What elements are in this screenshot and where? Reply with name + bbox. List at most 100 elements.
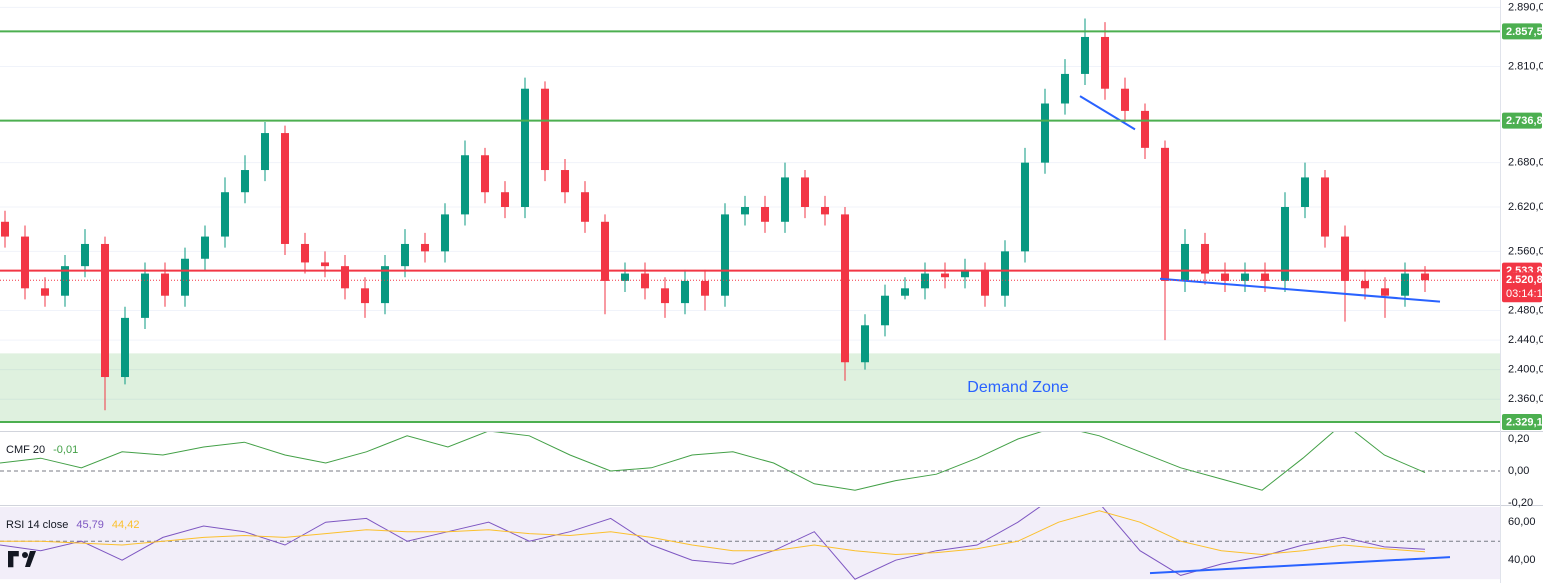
candle-body xyxy=(1341,236,1349,281)
candle-body xyxy=(1061,73,1069,104)
candle-body xyxy=(81,243,89,267)
demand-zone xyxy=(0,353,1500,423)
pane xyxy=(0,507,1500,580)
candle-body xyxy=(861,325,869,363)
candle-body xyxy=(321,262,329,267)
candle-body xyxy=(1221,273,1229,281)
candle-body xyxy=(1301,177,1309,207)
y-tick-label: 60,00 xyxy=(1508,516,1536,528)
candle-body xyxy=(621,273,629,281)
candle-body xyxy=(521,88,529,207)
indicator-title: RSI 14 close xyxy=(6,519,68,531)
candle-body xyxy=(1001,251,1009,296)
candle-body xyxy=(681,280,689,304)
pane: Demand Zone xyxy=(0,6,1500,423)
countdown-label: 03:14:10 xyxy=(1506,288,1543,300)
y-tick-label: 2.680,00 xyxy=(1508,157,1543,169)
indicator-line xyxy=(0,432,1426,491)
candle-body xyxy=(441,214,449,252)
candle-body xyxy=(121,317,129,378)
candle-body xyxy=(1201,243,1209,274)
candle-body xyxy=(1,221,9,237)
candle-body xyxy=(821,206,829,215)
candle-body xyxy=(741,206,749,215)
candle-body xyxy=(101,243,109,378)
y-tick-label: 2.440,00 xyxy=(1508,334,1543,346)
candle-body xyxy=(61,266,69,296)
level-tag-label: 2.736,80 xyxy=(1506,115,1543,127)
candle-body xyxy=(361,288,369,304)
candle-body xyxy=(601,221,609,281)
candle-body xyxy=(241,170,249,193)
candle-body xyxy=(421,243,429,252)
candle-body xyxy=(721,214,729,296)
candle-body xyxy=(381,266,389,304)
y-tick-label: 2.810,00 xyxy=(1508,60,1543,72)
candle-body xyxy=(1081,36,1089,74)
candle-body xyxy=(1101,36,1109,89)
level-tag xyxy=(1502,23,1542,40)
indicator-line xyxy=(0,510,1426,556)
candle-body xyxy=(261,133,269,171)
candle-body xyxy=(181,258,189,296)
candle-body xyxy=(1021,162,1029,252)
indicator-value: 44,42 xyxy=(112,519,140,531)
last-price-label: 2.520,87 xyxy=(1506,274,1543,286)
level-tag xyxy=(1502,414,1542,431)
trendline xyxy=(1079,95,1136,131)
y-tick-label: 2.890,00 xyxy=(1508,1,1543,13)
candle-body xyxy=(161,273,169,296)
candle-body xyxy=(541,88,549,171)
candle-body xyxy=(781,177,789,222)
y-tick-label: 2.560,00 xyxy=(1508,245,1543,257)
y-tick-label: 2.620,00 xyxy=(1508,201,1543,213)
candle-body xyxy=(301,243,309,263)
trendline xyxy=(1149,556,1451,575)
candle-body xyxy=(1281,206,1289,281)
candle-body xyxy=(1121,88,1129,111)
candle-body xyxy=(961,269,969,278)
y-tick-label: 40,00 xyxy=(1508,554,1536,566)
y-tick-label: 2.400,00 xyxy=(1508,364,1543,376)
candle-body xyxy=(981,269,989,296)
y-tick-label: 0,20 xyxy=(1508,433,1529,445)
candle-body xyxy=(881,295,889,326)
pane xyxy=(0,432,1500,491)
candle-body xyxy=(1141,110,1149,148)
candle-body xyxy=(1241,273,1249,281)
candle-body xyxy=(921,273,929,289)
indicator-value: -0,01 xyxy=(53,444,78,456)
candle-body xyxy=(21,236,29,289)
candle-body xyxy=(461,155,469,215)
candle-body xyxy=(661,288,669,304)
candle-body xyxy=(561,170,569,193)
candle-body xyxy=(581,192,589,222)
candle-body xyxy=(41,288,49,296)
candle-body xyxy=(221,192,229,237)
candle-body xyxy=(1321,177,1329,237)
candle-body xyxy=(1161,147,1169,281)
candle-body xyxy=(1261,273,1269,281)
indicator-value: 45,79 xyxy=(76,519,104,531)
candle-body xyxy=(281,133,289,244)
candle-body xyxy=(1041,103,1049,163)
candle-body xyxy=(1381,288,1389,296)
candle-body xyxy=(201,236,209,259)
zone-label: Demand Zone xyxy=(967,379,1068,396)
candle-body xyxy=(501,192,509,207)
indicator-title: CMF 20 xyxy=(6,444,45,456)
last-price-tag xyxy=(1502,272,1542,303)
candle-body xyxy=(1181,243,1189,281)
candle-body xyxy=(841,214,849,363)
y-tick-label: 2.360,00 xyxy=(1508,393,1543,405)
trendline xyxy=(1159,277,1441,303)
y-tick-label: 0,00 xyxy=(1508,465,1529,477)
candle-body xyxy=(801,177,809,207)
tv-logo xyxy=(8,551,36,568)
y-tick-label: 2.480,00 xyxy=(1508,304,1543,316)
level-tag-label: 2.857,56 xyxy=(1506,26,1543,38)
indicator-line xyxy=(0,507,1426,580)
candle-body xyxy=(701,280,709,296)
candle-body xyxy=(401,243,409,267)
